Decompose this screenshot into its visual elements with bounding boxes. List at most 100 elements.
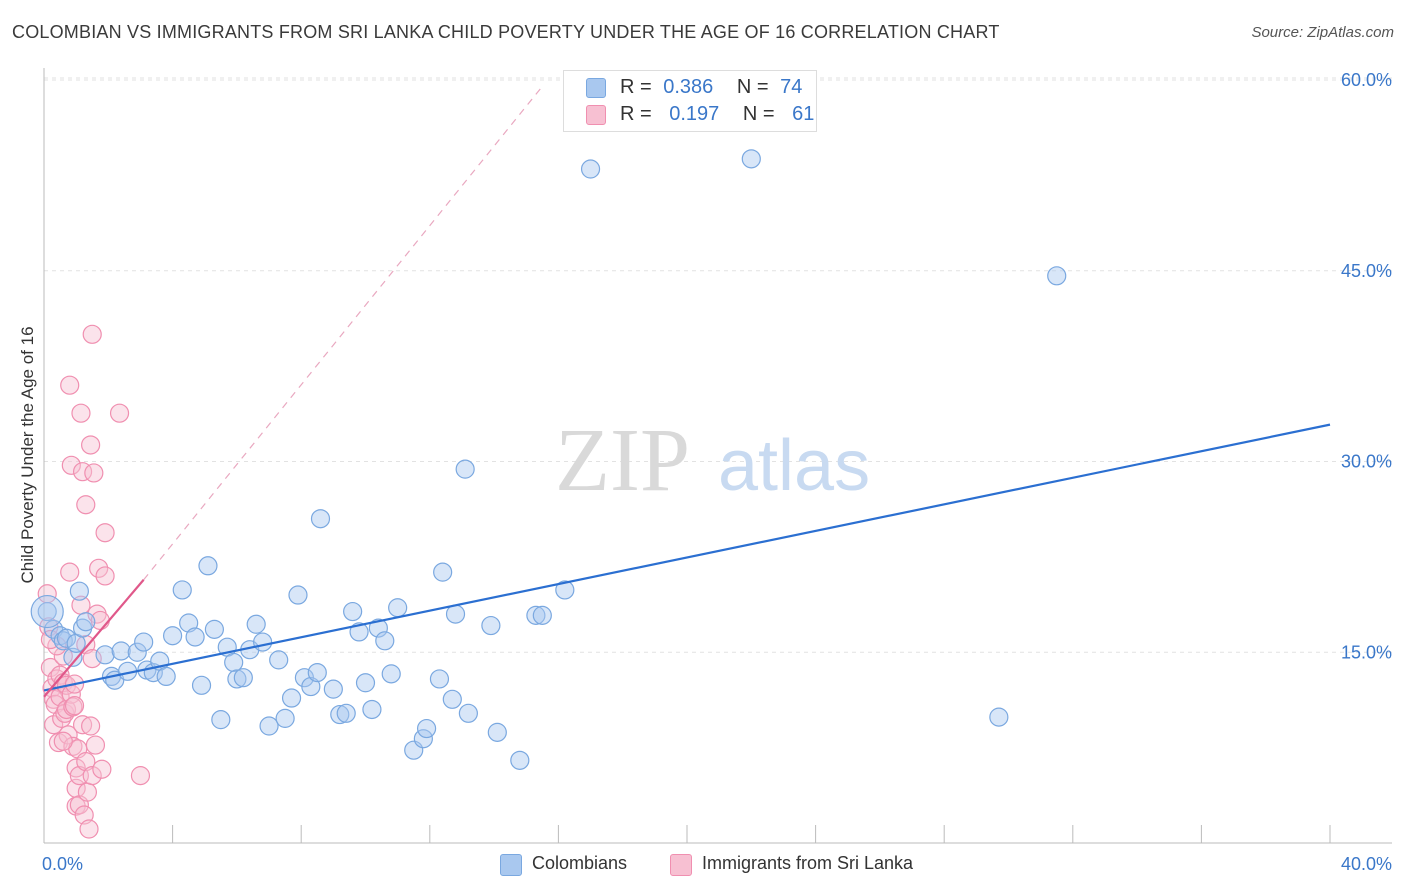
- point-colombians: [989, 707, 1009, 727]
- point-colombians: [224, 652, 244, 673]
- point-colombians: [580, 159, 601, 179]
- point-colombians: [381, 664, 401, 684]
- stats-legend: R = 0.386 N = 74 R = 0.197 N = 61: [563, 70, 817, 132]
- legend-swatch-blue: [500, 854, 522, 876]
- point-colombians: [211, 710, 231, 730]
- point-sri-lanka: [60, 562, 80, 582]
- point-colombians: [388, 598, 408, 618]
- point-colombians: [288, 585, 308, 605]
- point-colombians: [233, 668, 253, 688]
- legend-label-colombians: Colombians: [532, 853, 628, 873]
- point-sri-lanka: [92, 759, 112, 779]
- point-colombians: [455, 459, 475, 479]
- watermark-atlas: atlas: [718, 426, 870, 506]
- point-sri-lanka: [84, 463, 104, 483]
- point-colombians: [275, 708, 295, 728]
- point-sri-lanka: [76, 495, 96, 515]
- point-colombians-large: [30, 594, 64, 629]
- point-colombians: [355, 673, 376, 693]
- legend-swatch-blue: [586, 78, 606, 98]
- point-sri-lanka: [72, 715, 93, 735]
- point-colombians: [246, 614, 266, 634]
- point-colombians: [179, 613, 199, 633]
- point-sri-lanka: [81, 435, 101, 455]
- series-legend: Colombians Immigrants from Sri Lanka: [0, 852, 1406, 876]
- point-colombians: [487, 722, 507, 742]
- y-tick-label: 45.0%: [1341, 261, 1392, 281]
- point-colombians: [429, 669, 450, 689]
- point-sri-lanka: [95, 523, 115, 543]
- x-tick-label: 40.0%: [1341, 854, 1392, 874]
- point-colombians: [442, 689, 462, 709]
- trend-lines: [43, 85, 1331, 698]
- point-colombians: [95, 645, 115, 665]
- trend-line-sri-lanka: [43, 579, 145, 698]
- point-sri-lanka: [109, 403, 130, 423]
- point-colombians: [362, 699, 382, 720]
- gridlines: [44, 77, 1392, 653]
- legend-n-label: N =: [736, 76, 769, 98]
- point-colombians: [172, 580, 192, 600]
- point-colombians: [134, 632, 154, 652]
- y-tick-label: 15.0%: [1341, 642, 1392, 662]
- point-colombians: [301, 676, 321, 697]
- point-sri-lanka: [52, 708, 72, 728]
- point-colombians: [481, 615, 501, 636]
- watermark-zip: ZIP: [555, 411, 690, 510]
- point-sri-lanka: [82, 766, 102, 786]
- point-colombians: [310, 509, 331, 529]
- point-colombians: [227, 669, 247, 689]
- point-colombians: [56, 628, 77, 648]
- tick-labels: 15.0% 30.0% 45.0% 60.0% 0.0% 40.0%: [42, 70, 1392, 874]
- point-sri-lanka: [76, 635, 96, 655]
- point-colombians: [76, 612, 96, 632]
- point-colombians: [185, 627, 205, 647]
- y-tick-label: 60.0%: [1341, 70, 1392, 90]
- point-colombians: [307, 662, 327, 683]
- axes: [43, 68, 1392, 844]
- point-sri-lanka: [60, 375, 80, 395]
- legend-swatch-pink: [586, 105, 606, 125]
- point-colombians: [458, 703, 478, 723]
- point-colombians: [198, 556, 218, 576]
- legend-label-sri-lanka: Immigrants from Sri Lanka: [702, 853, 914, 873]
- point-colombians: [330, 704, 350, 725]
- point-colombians: [191, 675, 212, 695]
- legend-n-value-pink: 61: [792, 103, 815, 125]
- point-colombians: [532, 605, 552, 625]
- legend-r-label: R =: [620, 103, 652, 125]
- point-sri-lanka: [89, 558, 109, 578]
- point-colombians: [69, 581, 89, 601]
- point-colombians: [253, 632, 273, 652]
- legend-n-label: N =: [742, 103, 775, 125]
- legend-r-value-blue: 0.386: [663, 76, 714, 98]
- point-sri-lanka: [61, 455, 81, 475]
- point-sri-lanka: [82, 649, 102, 669]
- point-colombians: [156, 666, 176, 687]
- point-sri-lanka: [53, 731, 73, 751]
- point-colombians: [1047, 266, 1067, 286]
- point-sri-lanka: [82, 324, 102, 344]
- legend-r-label: R =: [620, 76, 652, 98]
- point-colombians: [555, 580, 575, 600]
- point-colombians: [526, 605, 546, 625]
- point-colombians: [336, 703, 356, 723]
- trend-line-colombians: [43, 423, 1331, 692]
- data-points: [30, 149, 1067, 839]
- legend-n-value-blue: 74: [780, 76, 803, 98]
- trend-line-sri-lanka-extension: [143, 85, 543, 581]
- chart-title: COLOMBIAN VS IMMIGRANTS FROM SRI LANKA C…: [12, 22, 1000, 42]
- point-sri-lanka: [77, 782, 98, 802]
- point-sri-lanka: [71, 403, 91, 423]
- point-colombians: [127, 642, 147, 662]
- legend-swatch-pink: [670, 854, 692, 876]
- point-colombians: [269, 650, 289, 670]
- point-sri-lanka: [79, 819, 99, 839]
- point-colombians: [281, 688, 302, 708]
- point-sri-lanka: [130, 766, 151, 786]
- point-colombians: [111, 641, 131, 661]
- point-sri-lanka: [81, 716, 101, 736]
- point-colombians: [445, 604, 466, 624]
- x-tick-label: 0.0%: [42, 854, 83, 874]
- point-colombians: [37, 601, 57, 622]
